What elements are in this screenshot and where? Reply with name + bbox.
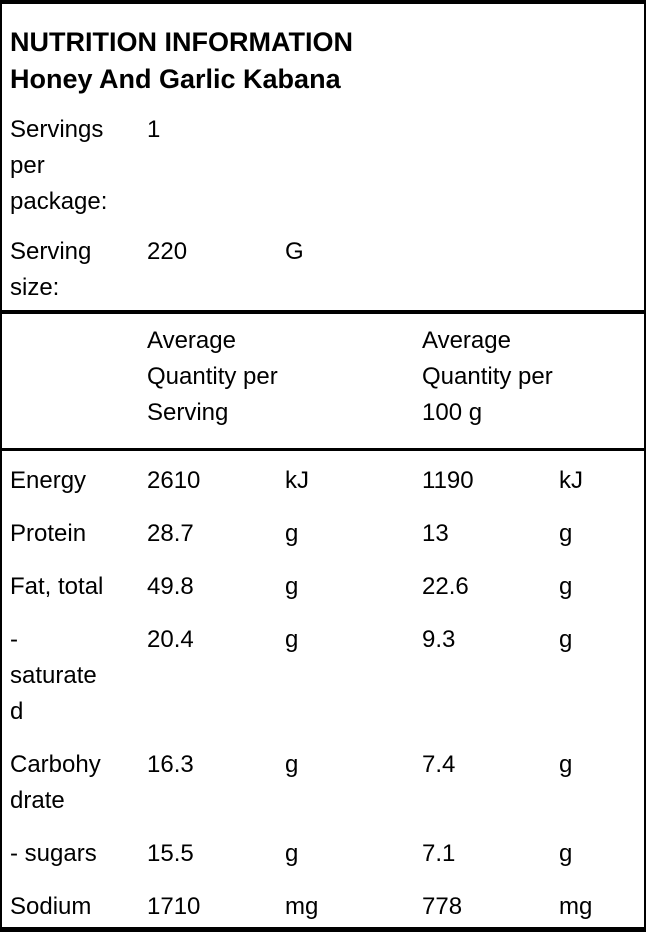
- panel-title-block: NUTRITION INFORMATION Honey And Garlic K…: [2, 24, 644, 98]
- per-serving-value: 28.7: [147, 520, 194, 547]
- nutrient-name: - sugars: [10, 840, 97, 867]
- per-serving-unit: g: [285, 573, 299, 600]
- per-serving-unit: g: [285, 626, 299, 653]
- servings-per-package-label: Servings per package:: [10, 116, 108, 215]
- per-100g-unit: g: [559, 520, 573, 547]
- per-100g-value: 7.1: [422, 840, 456, 867]
- per-serving-unit: mg: [285, 893, 319, 920]
- per-serving-unit: g: [285, 840, 299, 867]
- per-serving-value: 2610: [147, 467, 201, 494]
- serving-size-label: Serving size:: [10, 238, 92, 301]
- panel-subtitle: Honey And Garlic Kabana: [10, 64, 341, 94]
- per-100g-unit: g: [559, 626, 573, 653]
- per-serving-value: 15.5: [147, 840, 194, 867]
- per-100g-unit: g: [559, 840, 573, 867]
- column-header-per-100g: Average Quantity per 100 g: [422, 327, 553, 426]
- panel-title: NUTRITION INFORMATION: [10, 27, 353, 57]
- per-100g-unit: mg: [559, 893, 593, 920]
- nutrient-row-fat-total: Fat, total 49.8 g 22.6 g: [2, 569, 644, 605]
- per-100g-unit: g: [559, 751, 573, 778]
- nutrient-name: Sodium: [10, 893, 92, 920]
- nutrient-name: Energy: [10, 467, 87, 494]
- per-serving-value: 16.3: [147, 751, 194, 778]
- serving-size-value: 220: [147, 238, 188, 265]
- per-serving-value: 20.4: [147, 626, 194, 653]
- per-100g-unit: g: [559, 573, 573, 600]
- nutrient-row-protein: Protein 28.7 g 13 g: [2, 516, 644, 552]
- per-serving-unit: g: [285, 751, 299, 778]
- per-serving-value: 1710: [147, 893, 201, 920]
- nutrient-row-carbohydrate: Carbohy drate 16.3 g 7.4 g: [2, 747, 644, 819]
- table-header-row: Average Quantity per Serving Average Qua…: [2, 323, 644, 431]
- section-divider-header: [2, 448, 644, 451]
- servings-per-package-value: 1: [147, 116, 161, 143]
- nutrient-name: Protein: [10, 520, 87, 547]
- nutrient-row-energy: Energy 2610 kJ 1190 kJ: [2, 463, 644, 499]
- per-serving-unit: g: [285, 520, 299, 547]
- per-100g-value: 1190: [422, 467, 474, 494]
- servings-per-package-row: Servings per package: 1: [2, 112, 644, 220]
- nutrient-row-sodium: Sodium 1710 mg 778 mg: [2, 889, 644, 925]
- per-100g-value: 9.3: [422, 626, 456, 653]
- per-100g-value: 7.4: [422, 751, 456, 778]
- per-serving-unit: kJ: [285, 467, 309, 494]
- section-divider-top: [2, 310, 644, 314]
- nutrient-name: Carbohy drate: [10, 751, 101, 814]
- nutrient-name: Fat, total: [10, 573, 104, 600]
- nutrient-name: - saturate d: [10, 626, 97, 725]
- column-header-per-serving: Average Quantity per Serving: [147, 327, 278, 426]
- per-100g-value: 13: [422, 520, 449, 547]
- per-100g-unit: kJ: [559, 467, 583, 494]
- serving-size-row: Serving size: 220 G: [2, 234, 644, 306]
- per-100g-value: 778: [422, 893, 463, 920]
- serving-size-unit: G: [285, 238, 304, 265]
- per-serving-value: 49.8: [147, 573, 194, 600]
- nutrient-row-sugars: - sugars 15.5 g 7.1 g: [2, 836, 644, 872]
- nutrient-row-saturated: - saturate d 20.4 g 9.3 g: [2, 622, 644, 730]
- nutrient-rows: Energy 2610 kJ 1190 kJ Protein 28.7 g 13…: [2, 463, 644, 925]
- per-100g-value: 22.6: [422, 573, 469, 600]
